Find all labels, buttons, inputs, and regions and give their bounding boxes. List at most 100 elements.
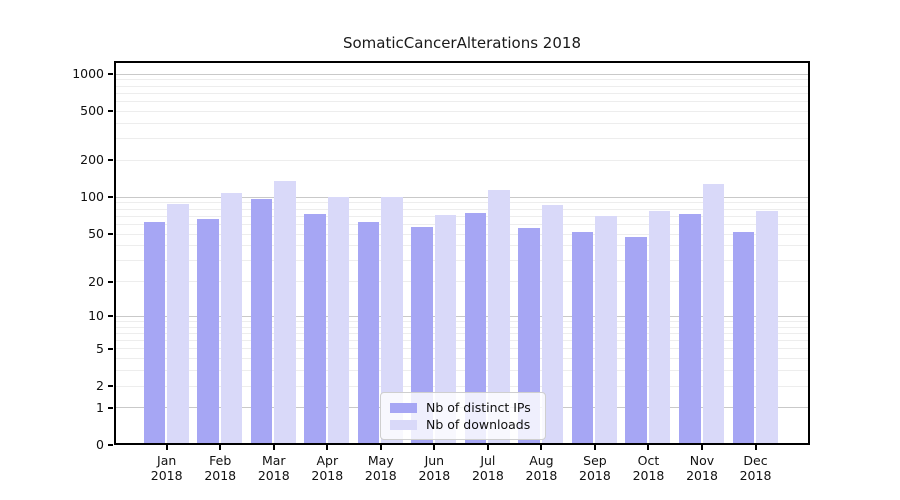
y-tick-label-1: 1 (96, 399, 104, 415)
legend-swatch-icon (390, 402, 417, 413)
gridline-major-10 (114, 316, 810, 317)
y-tick-label-20: 20 (88, 273, 104, 289)
gridline-minor-80 (114, 209, 810, 210)
y-tick-label-0: 0 (96, 437, 104, 452)
y-tick-label-200: 200 (80, 152, 104, 168)
x-tick (593, 445, 596, 450)
gridline-minor-90 (114, 202, 810, 203)
x-tick-label-jul-2018: Jul 2018 (457, 453, 519, 483)
x-tick-label-aug-2018: Aug 2018 (510, 453, 572, 483)
x-tick (701, 445, 703, 450)
bar-nb-of-distinct-ips-aug-2018 (518, 228, 540, 445)
x-tick (379, 445, 382, 450)
chart-title: SomaticCancerAlterations 2018 (342, 34, 581, 52)
x-tick (219, 445, 222, 450)
x-tick-label-oct-2018: Oct 2018 (617, 453, 679, 483)
legend: Nb of distinct IPs Nb of downloads (380, 392, 546, 440)
gridline-minor-500 (114, 111, 810, 112)
bar-nb-of-downloads-sep-2018 (595, 215, 617, 445)
plot-area: Nb of distinct IPs Nb of downloads (114, 61, 810, 445)
gridline-major-1000 (114, 74, 810, 75)
y-tick-label-50: 50 (88, 226, 104, 242)
y-tick-label-100: 100 (80, 189, 104, 205)
y-tick (108, 73, 113, 76)
bar-nb-of-distinct-ips-sep-2018 (571, 232, 594, 445)
bar-nb-of-downloads-may-2018 (381, 196, 403, 445)
x-tick-label-feb-2018: Feb 2018 (189, 453, 251, 483)
bar-nb-of-distinct-ips-may-2018 (357, 221, 380, 445)
gridline-minor-9 (114, 321, 810, 322)
x-tick-month: Jan (157, 453, 177, 468)
gridline-minor-8 (114, 327, 810, 328)
x-tick-month: Sep (583, 453, 607, 468)
legend-swatch-icon (390, 419, 417, 430)
y-tick (108, 196, 113, 199)
gridline-minor-700 (114, 93, 810, 94)
x-tick-label-jan-2018: Jan 2018 (136, 453, 198, 483)
x-tick-year: 2018 (739, 468, 772, 483)
x-tick-month: Mar (261, 453, 286, 468)
x-tick-year: 2018 (311, 468, 344, 483)
x-tick-label-sep-2018: Sep 2018 (564, 453, 626, 483)
x-tick-year: 2018 (686, 468, 718, 483)
x-tick-year: 2018 (579, 468, 611, 483)
gridline-minor-600 (114, 101, 810, 102)
y-tick-label-10: 10 (88, 308, 104, 324)
bar-nb-of-distinct-ips-mar-2018 (250, 199, 273, 445)
y-tick (108, 233, 113, 236)
bar-nb-of-downloads-apr-2018 (327, 196, 350, 445)
gridline-minor-70 (114, 216, 810, 217)
bar-nb-of-distinct-ips-nov-2018 (679, 214, 701, 445)
y-tick (108, 315, 113, 318)
x-tick-label-nov-2018: Nov 2018 (671, 453, 733, 483)
x-tick-month: Oct (637, 453, 660, 468)
bar-nb-of-downloads-jul-2018 (488, 189, 510, 445)
x-tick (433, 445, 436, 450)
x-tick-month: Aug (529, 453, 554, 468)
x-tick-year: 2018 (204, 468, 237, 483)
legend-label: Nb of downloads (426, 417, 531, 432)
x-tick (540, 445, 543, 450)
y-tick-label-2: 2 (96, 378, 104, 394)
legend-item-nb-of-downloads: Nb of downloads (390, 416, 536, 433)
bar-nb-of-downloads-jun-2018 (434, 214, 457, 445)
x-tick (754, 445, 757, 450)
y-tick (108, 280, 113, 283)
y-tick-label-500: 500 (80, 103, 104, 119)
x-tick-year: 2018 (150, 468, 183, 483)
bar-nb-of-distinct-ips-jan-2018 (143, 221, 166, 445)
y-tick (108, 444, 113, 446)
x-tick-year: 2018 (471, 468, 504, 483)
x-tick-month: Dec (743, 453, 768, 468)
bar-nb-of-downloads-jan-2018 (167, 204, 189, 445)
x-tick-year: 2018 (632, 468, 665, 483)
x-tick (647, 445, 650, 450)
gridline-minor-60 (114, 224, 810, 225)
x-tick (486, 445, 489, 450)
x-tick (272, 445, 275, 450)
y-tick (108, 406, 113, 409)
x-tick (326, 445, 329, 450)
x-tick-year: 2018 (418, 468, 451, 483)
bar-nb-of-downloads-aug-2018 (541, 204, 564, 445)
legend-item-nb-of-distinct-ips: Nb of distinct IPs (390, 399, 536, 416)
bar-nb-of-downloads-mar-2018 (274, 181, 296, 445)
bar-nb-of-distinct-ips-feb-2018 (197, 219, 219, 445)
gridline-minor-40 (114, 245, 810, 246)
legend-label: Nb of distinct IPs (426, 400, 531, 415)
y-tick-label-5: 5 (96, 340, 104, 356)
y-tick (108, 347, 113, 350)
y-tick (108, 110, 113, 113)
gridline-minor-2 (114, 386, 810, 387)
gridline-minor-30 (114, 260, 810, 261)
gridline-minor-5 (114, 348, 810, 349)
gridline-minor-900 (114, 79, 810, 80)
x-tick-label-jun-2018: Jun 2018 (403, 453, 465, 483)
bar-nb-of-downloads-feb-2018 (220, 192, 243, 445)
gridline-minor-50 (114, 234, 810, 235)
bar-nb-of-distinct-ips-jul-2018 (464, 213, 487, 445)
gridline-minor-6 (114, 340, 810, 341)
x-tick-label-may-2018: May 2018 (350, 453, 412, 483)
gridline-major-100 (114, 197, 810, 198)
